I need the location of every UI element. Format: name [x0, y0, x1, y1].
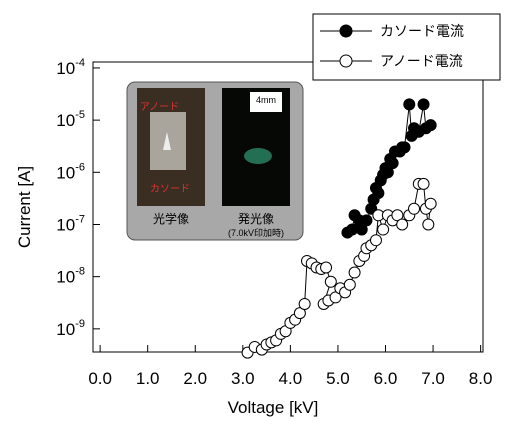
cathode-label: カソード	[150, 183, 190, 195]
data-point	[321, 262, 332, 273]
data-point	[349, 267, 360, 278]
legend-marker	[340, 25, 352, 37]
x-tick-label: 4.0	[279, 369, 303, 388]
data-point	[423, 219, 434, 230]
data-point	[397, 219, 408, 230]
y-tick-label: 10-7	[56, 213, 85, 234]
scale-label: 4mm	[256, 95, 276, 105]
data-point	[378, 224, 389, 235]
x-tick-label: 6.0	[374, 369, 398, 388]
data-point	[370, 235, 381, 246]
data-point	[418, 178, 429, 189]
right-caption: 発光像	[238, 212, 274, 226]
x-tick-label: 5.0	[326, 369, 350, 388]
legend-label: アノード電流	[380, 53, 463, 69]
data-point	[409, 203, 420, 214]
x-tick-label: 7.0	[421, 369, 445, 388]
data-point	[387, 158, 398, 169]
data-point	[425, 120, 436, 131]
glow	[244, 148, 272, 164]
y-tick-base: 10	[56, 59, 75, 78]
y-tick-exponent: -9	[75, 318, 85, 330]
y-tick-base: 10	[56, 320, 75, 339]
x-tick-label: 0.0	[88, 369, 112, 388]
x-axis-title: Voltage [kV]	[228, 398, 319, 417]
data-point	[418, 99, 429, 110]
y-tick-label: 10-9	[56, 318, 85, 339]
y-tick-label: 10-8	[56, 266, 85, 287]
inset: アノード カソード 4mm 光学像 発光像 (7.0kV印加時)	[127, 82, 303, 240]
y-tick-exponent: -4	[75, 57, 85, 69]
x-tick-label: 1.0	[136, 369, 160, 388]
y-tick-label: 10-4	[56, 57, 85, 78]
x-tick-label: 3.0	[231, 369, 255, 388]
data-point	[425, 198, 436, 209]
y-tick-label: 10-6	[56, 161, 85, 182]
right-note: (7.0kV印加時)	[228, 227, 284, 238]
y-tick-exponent: -6	[75, 161, 85, 173]
left-caption: 光学像	[153, 211, 189, 226]
legend-label: カソード電流	[380, 23, 464, 39]
data-point	[344, 279, 355, 290]
y-tick-label: 10-5	[56, 109, 85, 130]
data-point	[399, 142, 410, 153]
data-point	[299, 298, 310, 309]
data-point	[373, 188, 384, 199]
data-point	[361, 215, 372, 226]
data-point	[325, 276, 336, 287]
x-tick-label: 8.0	[469, 369, 493, 388]
chart: アノード カソード 4mm 光学像 発光像 (7.0kV印加時) Voltage…	[0, 0, 511, 424]
y-tick-exponent: -7	[75, 213, 85, 225]
y-tick-base: 10	[56, 215, 75, 234]
y-tick-exponent: -8	[75, 266, 85, 278]
data-point	[404, 99, 415, 110]
y-tick-base: 10	[56, 268, 75, 287]
anode-label: アノード	[140, 102, 179, 113]
x-tick-label: 2.0	[183, 369, 207, 388]
y-tick-exponent: -5	[75, 109, 85, 121]
y-tick-base: 10	[56, 111, 75, 130]
y-axis-title: Current [A]	[15, 166, 34, 248]
legend-marker	[340, 55, 352, 67]
y-tick-base: 10	[56, 163, 75, 182]
